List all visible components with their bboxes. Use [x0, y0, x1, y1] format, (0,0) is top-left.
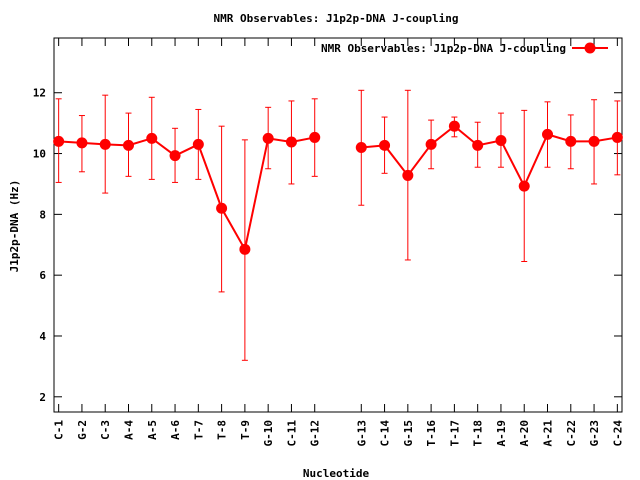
- x-tick-label: T-9: [239, 420, 252, 440]
- plot-border: [53, 37, 623, 413]
- data-point: [588, 135, 600, 147]
- data-point: [611, 131, 623, 143]
- y-tick-label: 10: [33, 148, 46, 161]
- data-point: [402, 169, 414, 181]
- data-point: [192, 138, 204, 150]
- data-point: [216, 202, 228, 214]
- y-tick-label: 6: [39, 269, 46, 282]
- data-point: [565, 135, 577, 147]
- legend-label: NMR Observables: J1p2p-DNA J-coupling: [321, 42, 566, 55]
- x-axis-label: Nucleotide: [303, 467, 370, 480]
- data-point: [355, 141, 367, 153]
- x-tick-label: C-3: [99, 420, 112, 440]
- data-point: [122, 139, 134, 151]
- data-point: [239, 243, 251, 255]
- chart-title: NMR Observables: J1p2p-DNA J-coupling: [213, 12, 458, 25]
- x-tick-label: G-10: [262, 420, 275, 447]
- y-tick-label: 2: [39, 391, 46, 404]
- x-tick-label: G-12: [309, 420, 322, 447]
- x-tick-label: G-13: [355, 420, 368, 447]
- y-axis-label: J1p2p-DNA (Hz): [8, 180, 21, 273]
- series-line: [361, 124, 618, 189]
- y-tick-label: 8: [39, 208, 46, 221]
- x-tick-label: G-15: [402, 420, 415, 447]
- x-tick-label: C-22: [565, 420, 578, 447]
- data-point: [146, 132, 158, 144]
- x-tick-label: T-7: [192, 420, 205, 440]
- data-point: [76, 137, 88, 149]
- plot-area: 2 4 6 8 10 12 C-1 G-2 C-3 A-4 A-5 A-6 T-7 T-8 T-9 G-10 C…: [33, 37, 624, 447]
- legend-marker: [584, 42, 596, 54]
- x-tick-label: A-20: [518, 420, 531, 447]
- legend: NMR Observables: J1p2p-DNA J-coupling: [321, 42, 608, 55]
- x-tick-label: G-2: [76, 420, 89, 440]
- data-point: [169, 150, 181, 162]
- x-tick-label: C-14: [379, 420, 392, 447]
- series-line: [58, 136, 315, 253]
- x-tick-label: A-4: [122, 420, 135, 440]
- x-tick-label: C-11: [285, 420, 298, 447]
- data-point: [542, 128, 554, 140]
- x-tick-label: A-19: [495, 420, 508, 447]
- x-tick-label: A-5: [146, 420, 159, 440]
- data-point: [425, 138, 437, 150]
- x-tick-label: A-6: [169, 420, 182, 440]
- x-tick-label: C-1: [53, 420, 66, 440]
- x-tick-label: T-16: [425, 420, 438, 447]
- data-point: [379, 139, 391, 151]
- x-tick-label: T-18: [472, 420, 485, 447]
- data-point: [309, 131, 321, 143]
- data-point: [472, 139, 484, 151]
- x-tick-label: G-23: [588, 420, 601, 447]
- x-tick-label: A-21: [542, 420, 555, 447]
- y-tick-label: 12: [33, 87, 46, 100]
- x-tick-label: C-24: [611, 420, 624, 447]
- x-tick-label: T-17: [448, 420, 461, 447]
- y-tick-label: 4: [39, 330, 46, 343]
- data-point: [448, 120, 460, 132]
- data-point: [495, 134, 507, 146]
- data-point: [518, 180, 530, 192]
- data-point: [285, 136, 297, 148]
- data-point: [99, 138, 111, 150]
- x-tick-label: T-8: [216, 420, 229, 440]
- data-point: [53, 135, 65, 147]
- data-point: [262, 132, 274, 144]
